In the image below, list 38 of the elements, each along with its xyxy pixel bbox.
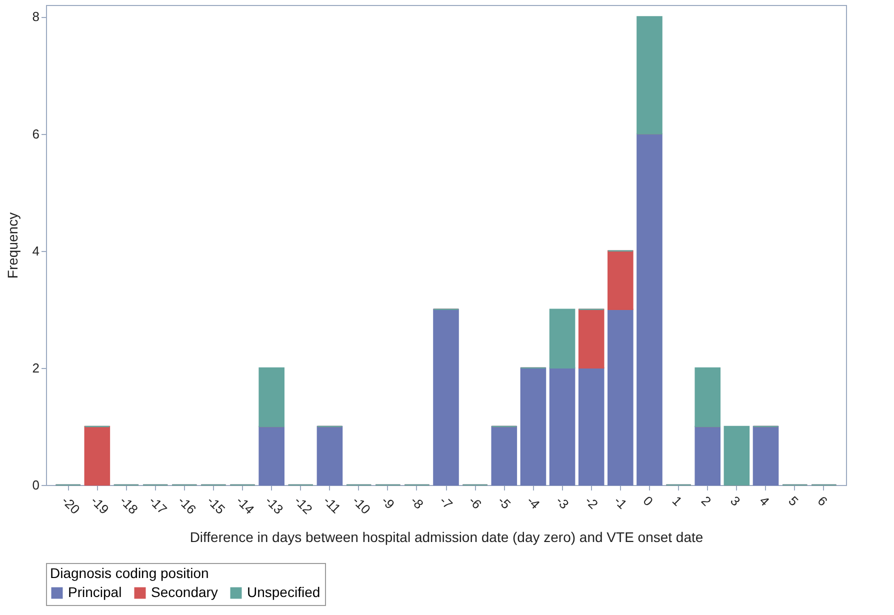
legend-label: Secondary (151, 584, 218, 600)
x-tick-label: -4 (524, 493, 543, 512)
y-axis-title: Frequency (4, 212, 20, 279)
y-tick-label: 8 (32, 9, 40, 24)
x-tick-label: -17 (146, 493, 170, 517)
y-tick-label: 0 (32, 478, 40, 492)
legend-title: Diagnosis coding position (50, 565, 209, 581)
x-tick-label: -3 (553, 493, 572, 512)
x-tick-label: -20 (58, 493, 83, 517)
x-tick-label: -6 (466, 493, 485, 512)
y-tick-label: 4 (32, 243, 40, 258)
x-tick-label: 4 (756, 493, 772, 509)
x-tick-label: -9 (378, 493, 398, 512)
legend-label: Principal (68, 584, 122, 600)
x-tick-label: -14 (233, 493, 258, 517)
x-tick-label: 5 (786, 493, 802, 509)
x-tick-label: -15 (204, 493, 228, 517)
x-tick-label: 3 (728, 493, 744, 509)
x-tick-label: -1 (611, 493, 630, 512)
y-tick-label: 2 (32, 360, 40, 376)
x-tick-label: -8 (408, 493, 427, 512)
x-axis-title: Difference in days between hospital admission date (day zero) and VTE onset date (190, 528, 704, 545)
x-tick-label: -11 (320, 493, 344, 516)
x-tick-label: 1 (669, 493, 686, 509)
x-tick-label: -10 (350, 493, 374, 517)
x-tick-label: -18 (117, 493, 141, 517)
x-tick-label: -12 (291, 493, 316, 517)
y-tick-label: 6 (32, 126, 40, 142)
x-tick-label: -13 (262, 493, 286, 517)
x-tick-label: -2 (582, 493, 601, 512)
x-tick-label: 0 (640, 493, 656, 509)
x-tick-label: -7 (436, 493, 456, 512)
x-tick-label: -16 (175, 493, 200, 517)
x-tick-label: -5 (494, 493, 514, 512)
x-tick-label: 6 (814, 493, 830, 509)
legend-label: Unspecified (247, 584, 320, 600)
x-tick-label: -19 (88, 493, 112, 517)
x-tick-label: 2 (698, 493, 714, 509)
